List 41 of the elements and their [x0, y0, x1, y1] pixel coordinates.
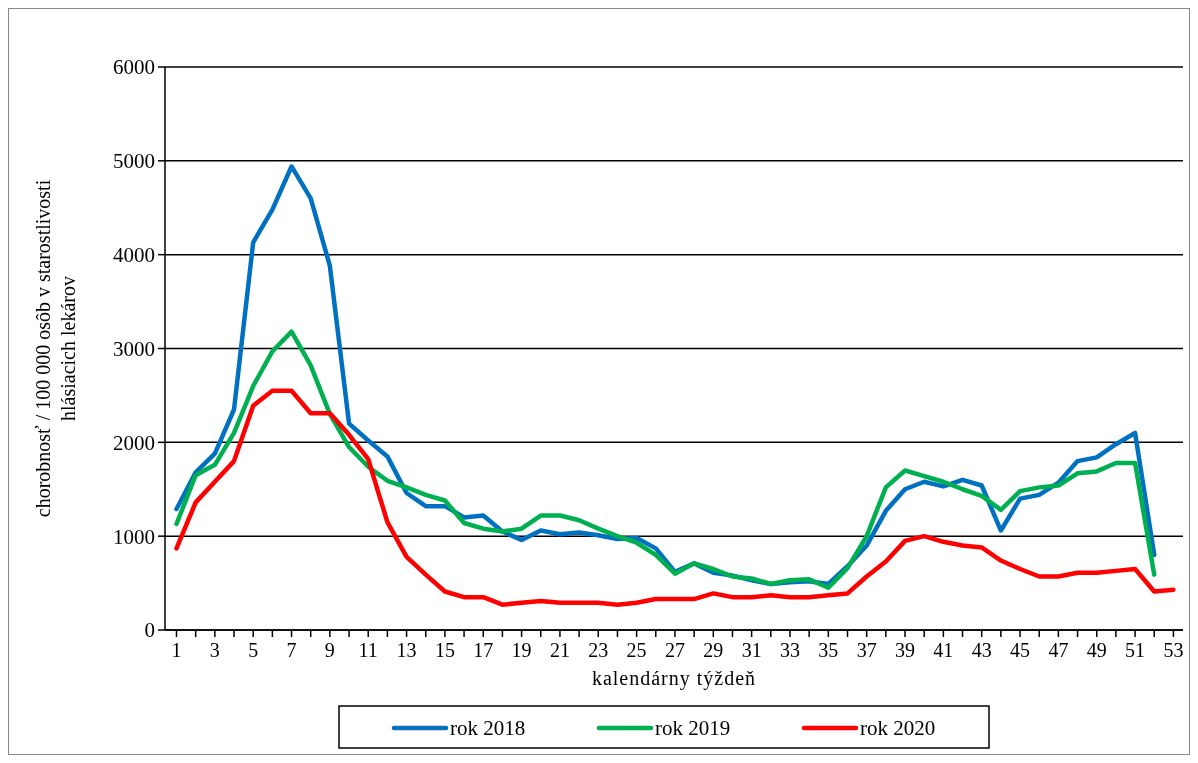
x-tick-label: 17	[473, 639, 494, 661]
x-tick-label: 49	[1086, 639, 1107, 661]
x-tick-label: 7	[286, 639, 297, 661]
x-tick-label: 53	[1163, 639, 1184, 661]
x-tick-label: 29	[703, 639, 724, 661]
x-axis-title: kalendárny týždeň	[591, 667, 757, 690]
x-tick-label: 37	[856, 639, 877, 661]
x-tick-label: 11	[358, 639, 378, 661]
line-series	[174, 388, 1176, 607]
x-tick-label: 45	[1010, 639, 1031, 661]
y-tick-label: 0	[144, 618, 155, 643]
x-tick-label: 5	[248, 639, 259, 661]
x-tick-label: 9	[324, 639, 335, 661]
x-tick-label: 35	[818, 639, 839, 661]
y-tick-label: 3000	[113, 336, 155, 361]
x-tick-label: 47	[1048, 639, 1069, 661]
y-tick-label: 1000	[113, 524, 155, 549]
legend-label: rok 2020	[860, 716, 936, 740]
x-tick-label: 43	[971, 639, 992, 661]
x-tick-label: 39	[895, 639, 916, 661]
x-tick-label: 21	[549, 639, 570, 661]
y-axis-title: chorobnosť / 100 000 osôb v starostlivosti hlásiacich lekárov	[32, 179, 79, 518]
x-tick-label: 23	[588, 639, 609, 661]
line-series	[174, 329, 1157, 591]
legend-label: rok 2018	[450, 716, 526, 740]
legend-label: rok 2019	[655, 716, 731, 740]
x-tick-label: 25	[626, 639, 647, 661]
y-tick-label: 5000	[113, 149, 155, 174]
x-tick-label: 31	[741, 639, 762, 661]
x-tick-label: 19	[511, 639, 532, 661]
x-tick-label: 3	[209, 639, 220, 661]
x-tick-label: 27	[664, 639, 685, 661]
x-tick-label: 41	[933, 639, 954, 661]
x-tick-label: 1	[171, 639, 182, 661]
x-tick-label: 15	[434, 639, 455, 661]
x-tick-label: 13	[396, 639, 417, 661]
x-tick-label: 51	[1125, 639, 1146, 661]
y-tick-label: 6000	[113, 55, 155, 80]
y-tick-label: 4000	[113, 243, 155, 268]
x-tick-label: 33	[779, 639, 800, 661]
y-tick-label: 2000	[113, 430, 155, 455]
